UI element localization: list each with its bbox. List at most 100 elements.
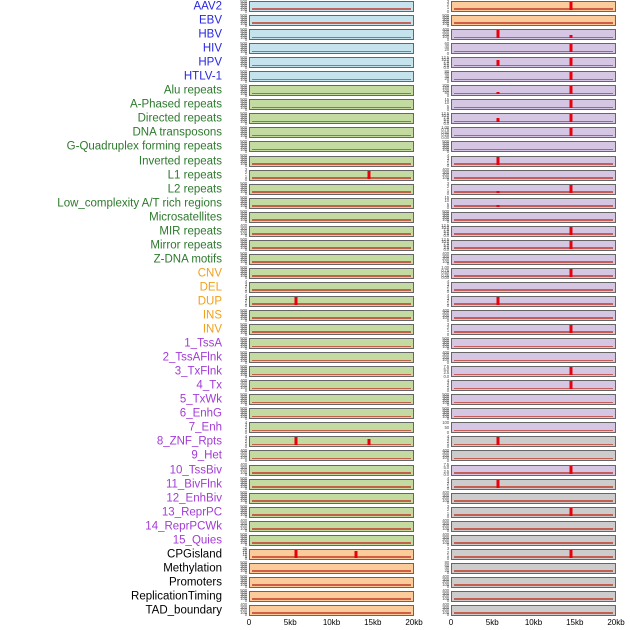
y-tick-label: 0 [446,289,449,295]
y-tick-label: 200 [240,200,247,206]
y-tick-label: 200 [442,579,449,585]
baseline [251,205,412,207]
y-tick-label: 400 [240,517,247,523]
track-right: 100 50 0 [430,420,628,435]
baseline [453,50,614,53]
y-axis: 12.5 10.0 7.5 5.0 2.5 0.0 [430,223,450,239]
y-tick-label: 500 [240,40,247,46]
track-right: 400 300 200 100 0 [430,26,628,42]
plot-area [451,394,616,406]
y-tick-label: 500 [240,560,247,566]
y-axis: 500 400 300 200 100 0 [228,195,248,211]
y-tick-label: 12.5 [441,54,449,60]
y-tick-label: 100 [442,258,449,264]
y-tick-label: 400 [442,251,449,257]
baseline [453,345,614,348]
y-tick-label: 10 [242,552,248,558]
track-label: 12_EnhBiv [166,491,222,504]
y-axis: 400 300 200 100 0 [430,532,450,548]
y-tick-label: 15 [444,96,450,102]
baseline [251,106,412,109]
baseline [251,457,412,460]
plot-area [249,506,414,518]
y-axis: 400 300 200 100 0 [430,251,450,267]
y-tick-label: 2 [244,170,247,176]
baseline [453,205,614,207]
track-right: 15 10 5 0 [430,195,628,211]
plot-area [451,366,616,378]
y-tick-label: 300 [442,212,449,218]
track-right: 80 60 40 20 0 [430,69,628,84]
y-tick-label: 4 [244,419,247,425]
baseline [453,612,614,614]
y-tick-label: 400 [240,393,247,399]
baseline [453,359,614,362]
y-tick-label: 0 [244,134,247,140]
plot-area [249,197,414,209]
y-axis: 500 400 300 200 100 0 [228,55,248,70]
y-tick-label: 400 [240,70,247,76]
y-tick-label: 100 [442,539,449,545]
y-tick-label: 300 [442,590,449,596]
plot-area [249,239,414,251]
track-left: 25 20 15 10 5 0 [228,546,426,562]
y-axis: 200 150 100 50 0 [430,83,450,98]
track-label: 1_TssA [184,337,222,350]
y-axis: 400 300 200 100 0 [430,517,450,534]
baseline [453,457,614,460]
y-tick-label: 400 [240,337,247,343]
baseline [453,106,614,109]
track-left: 500 400 300 200 100 0 [228,476,426,492]
y-tick-label: 400 [240,590,247,596]
y-tick-label: 300 [240,58,247,64]
peak-bar [294,296,298,305]
y-tick-label: 0 [244,204,247,210]
y-tick-label: 40 [444,43,450,49]
y-axis: 80 60 40 20 0 [430,69,450,84]
y-tick-label: 0 [244,120,247,126]
y-axis: 500 400 300 200 100 0 [228,349,248,365]
baseline [453,514,614,516]
baseline [453,598,614,600]
plot-area [249,366,414,378]
plot-area [451,127,616,139]
y-tick-label: 0 [446,457,449,463]
plot-area [451,71,616,83]
baseline [251,8,412,11]
y-axis: 500 400 300 200 100 0 [228,97,248,112]
plot-area [451,113,616,125]
y-tick-label: 100 [240,329,247,335]
y-tick-label: 400 [442,517,449,523]
y-tick-label: 60 [444,562,450,568]
track-left: 500 400 300 200 100 0 [228,181,426,197]
baseline [251,598,412,600]
y-tick-label: 7.5 [443,363,449,369]
y-axis: 400 300 200 100 0 [430,307,450,323]
y-tick-label: 10.0 [441,239,449,245]
y-tick-label: 300 [240,156,247,162]
baseline [453,64,614,67]
y-tick-label: 1 [244,286,247,292]
y-tick-label: 300 [442,28,449,34]
plot-area [249,478,414,490]
y-tick-label: 500 [240,110,247,116]
y-tick-label: 2.5 [443,370,449,376]
plot-area [249,352,414,364]
y-tick-label: 300 [240,409,247,415]
y-tick-label: 200 [442,214,449,220]
plot-area [451,225,616,237]
y-tick-label: 0 [244,261,247,267]
y-tick-label: 0 [244,219,247,224]
peak-bar [569,268,573,277]
baseline [453,584,614,586]
plot-area [451,492,616,504]
y-tick-label: 100 [240,568,247,574]
y-tick-label: 20 [444,567,450,573]
y-tick-label: 0 [244,190,247,196]
